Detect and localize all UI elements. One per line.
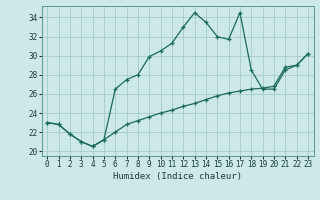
X-axis label: Humidex (Indice chaleur): Humidex (Indice chaleur) (113, 172, 242, 181)
